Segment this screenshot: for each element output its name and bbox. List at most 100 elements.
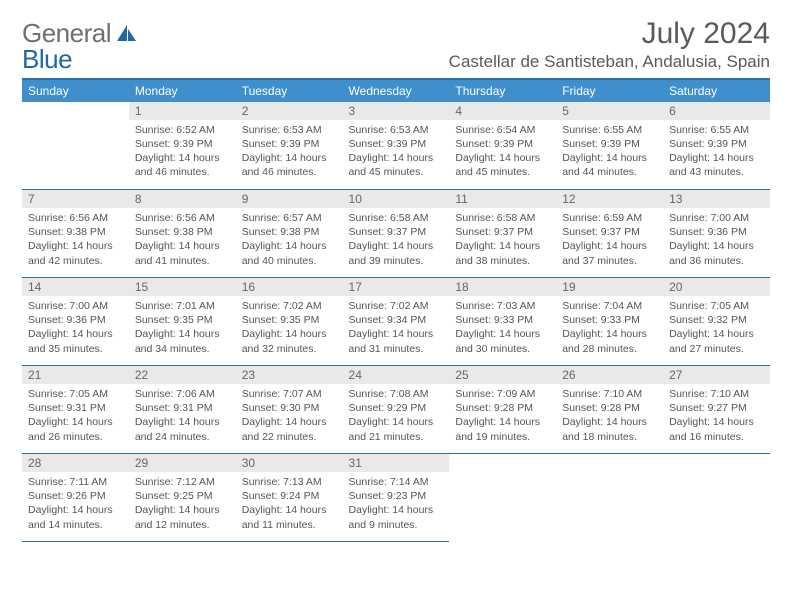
day-number: 24 — [343, 366, 450, 384]
weekday-header: Wednesday — [343, 79, 450, 102]
calendar-table: SundayMondayTuesdayWednesdayThursdayFrid… — [22, 78, 770, 543]
calendar-day-cell: 15Sunrise: 7:01 AMSunset: 9:35 PMDayligh… — [129, 278, 236, 366]
sunrise-text: Sunrise: 6:53 AM — [349, 123, 444, 137]
day-number: 31 — [343, 454, 450, 472]
day-details: Sunrise: 7:10 AMSunset: 9:28 PMDaylight:… — [556, 384, 663, 448]
daylight-line1: Daylight: 14 hours — [562, 151, 657, 165]
sunset-text: Sunset: 9:26 PM — [28, 489, 123, 503]
daylight-line1: Daylight: 14 hours — [242, 415, 337, 429]
daylight-line2: and 28 minutes. — [562, 342, 657, 356]
day-number: 12 — [556, 190, 663, 208]
day-number: 13 — [663, 190, 770, 208]
sunrise-text: Sunrise: 6:57 AM — [242, 211, 337, 225]
sunrise-text: Sunrise: 6:54 AM — [455, 123, 550, 137]
sunset-text: Sunset: 9:23 PM — [349, 489, 444, 503]
day-details: Sunrise: 7:13 AMSunset: 9:24 PMDaylight:… — [236, 472, 343, 536]
calendar-day-cell: 16Sunrise: 7:02 AMSunset: 9:35 PMDayligh… — [236, 278, 343, 366]
daylight-line2: and 40 minutes. — [242, 254, 337, 268]
daylight-line2: and 35 minutes. — [28, 342, 123, 356]
day-details: Sunrise: 6:53 AMSunset: 9:39 PMDaylight:… — [343, 120, 450, 184]
sail-icon — [113, 23, 137, 45]
sunrise-text: Sunrise: 7:00 AM — [28, 299, 123, 313]
sunrise-text: Sunrise: 7:03 AM — [455, 299, 550, 313]
sunrise-text: Sunrise: 6:56 AM — [28, 211, 123, 225]
day-number: 28 — [22, 454, 129, 472]
day-number: 17 — [343, 278, 450, 296]
calendar-day-cell: 1Sunrise: 6:52 AMSunset: 9:39 PMDaylight… — [129, 102, 236, 190]
day-details: Sunrise: 7:02 AMSunset: 9:35 PMDaylight:… — [236, 296, 343, 360]
day-number: 29 — [129, 454, 236, 472]
sunrise-text: Sunrise: 6:58 AM — [455, 211, 550, 225]
sunrise-text: Sunrise: 7:06 AM — [135, 387, 230, 401]
day-details: Sunrise: 7:05 AMSunset: 9:32 PMDaylight:… — [663, 296, 770, 360]
daylight-line2: and 43 minutes. — [669, 165, 764, 179]
calendar-day-cell: 5Sunrise: 6:55 AMSunset: 9:39 PMDaylight… — [556, 102, 663, 190]
title-block: July 2024 Castellar de Santisteban, Anda… — [449, 18, 770, 72]
sunset-text: Sunset: 9:39 PM — [242, 137, 337, 151]
daylight-line2: and 18 minutes. — [562, 430, 657, 444]
calendar-day-cell: 7Sunrise: 6:56 AMSunset: 9:38 PMDaylight… — [22, 190, 129, 278]
daylight-line2: and 42 minutes. — [28, 254, 123, 268]
sunrise-text: Sunrise: 7:07 AM — [242, 387, 337, 401]
day-details: Sunrise: 7:05 AMSunset: 9:31 PMDaylight:… — [22, 384, 129, 448]
calendar-day-cell: 29Sunrise: 7:12 AMSunset: 9:25 PMDayligh… — [129, 454, 236, 542]
daylight-line2: and 46 minutes. — [135, 165, 230, 179]
sunrise-text: Sunrise: 7:12 AM — [135, 475, 230, 489]
day-details: Sunrise: 7:10 AMSunset: 9:27 PMDaylight:… — [663, 384, 770, 448]
day-number: 6 — [663, 102, 770, 120]
daylight-line1: Daylight: 14 hours — [242, 151, 337, 165]
day-number: 16 — [236, 278, 343, 296]
sunset-text: Sunset: 9:37 PM — [455, 225, 550, 239]
calendar-day-cell: 9Sunrise: 6:57 AMSunset: 9:38 PMDaylight… — [236, 190, 343, 278]
sunset-text: Sunset: 9:39 PM — [135, 137, 230, 151]
sunset-text: Sunset: 9:32 PM — [669, 313, 764, 327]
daylight-line2: and 16 minutes. — [669, 430, 764, 444]
calendar-week-row: 7Sunrise: 6:56 AMSunset: 9:38 PMDaylight… — [22, 190, 770, 278]
calendar-day-cell: 24Sunrise: 7:08 AMSunset: 9:29 PMDayligh… — [343, 366, 450, 454]
sunrise-text: Sunrise: 6:52 AM — [135, 123, 230, 137]
daylight-line1: Daylight: 14 hours — [562, 239, 657, 253]
day-details: Sunrise: 6:57 AMSunset: 9:38 PMDaylight:… — [236, 208, 343, 272]
sunset-text: Sunset: 9:31 PM — [135, 401, 230, 415]
daylight-line1: Daylight: 14 hours — [28, 415, 123, 429]
sunset-text: Sunset: 9:35 PM — [135, 313, 230, 327]
day-details: Sunrise: 7:00 AMSunset: 9:36 PMDaylight:… — [663, 208, 770, 272]
day-number: 15 — [129, 278, 236, 296]
sunset-text: Sunset: 9:38 PM — [242, 225, 337, 239]
day-details: Sunrise: 7:01 AMSunset: 9:35 PMDaylight:… — [129, 296, 236, 360]
calendar-day-cell: 30Sunrise: 7:13 AMSunset: 9:24 PMDayligh… — [236, 454, 343, 542]
sunrise-text: Sunrise: 6:58 AM — [349, 211, 444, 225]
calendar-week-row: 1Sunrise: 6:52 AMSunset: 9:39 PMDaylight… — [22, 102, 770, 190]
day-number: 22 — [129, 366, 236, 384]
day-number: 18 — [449, 278, 556, 296]
weekday-header: Sunday — [22, 79, 129, 102]
calendar-day-cell: 22Sunrise: 7:06 AMSunset: 9:31 PMDayligh… — [129, 366, 236, 454]
daylight-line2: and 39 minutes. — [349, 254, 444, 268]
daylight-line1: Daylight: 14 hours — [669, 415, 764, 429]
day-details: Sunrise: 7:06 AMSunset: 9:31 PMDaylight:… — [129, 384, 236, 448]
sunset-text: Sunset: 9:39 PM — [669, 137, 764, 151]
sunset-text: Sunset: 9:37 PM — [562, 225, 657, 239]
day-details: Sunrise: 6:59 AMSunset: 9:37 PMDaylight:… — [556, 208, 663, 272]
day-details: Sunrise: 7:14 AMSunset: 9:23 PMDaylight:… — [343, 472, 450, 536]
daylight-line2: and 45 minutes. — [349, 165, 444, 179]
sunset-text: Sunset: 9:36 PM — [669, 225, 764, 239]
sunrise-text: Sunrise: 7:08 AM — [349, 387, 444, 401]
brand-part2: Blue — [22, 44, 72, 75]
daylight-line1: Daylight: 14 hours — [349, 503, 444, 517]
calendar-day-cell: 17Sunrise: 7:02 AMSunset: 9:34 PMDayligh… — [343, 278, 450, 366]
daylight-line2: and 32 minutes. — [242, 342, 337, 356]
calendar-day-cell: 12Sunrise: 6:59 AMSunset: 9:37 PMDayligh… — [556, 190, 663, 278]
daylight-line2: and 38 minutes. — [455, 254, 550, 268]
sunset-text: Sunset: 9:39 PM — [349, 137, 444, 151]
weekday-header: Thursday — [449, 79, 556, 102]
calendar-day-cell: 14Sunrise: 7:00 AMSunset: 9:36 PMDayligh… — [22, 278, 129, 366]
daylight-line2: and 21 minutes. — [349, 430, 444, 444]
day-number: 14 — [22, 278, 129, 296]
weekday-header: Friday — [556, 79, 663, 102]
sunset-text: Sunset: 9:38 PM — [28, 225, 123, 239]
daylight-line2: and 30 minutes. — [455, 342, 550, 356]
day-number: 23 — [236, 366, 343, 384]
day-number: 25 — [449, 366, 556, 384]
daylight-line1: Daylight: 14 hours — [349, 239, 444, 253]
